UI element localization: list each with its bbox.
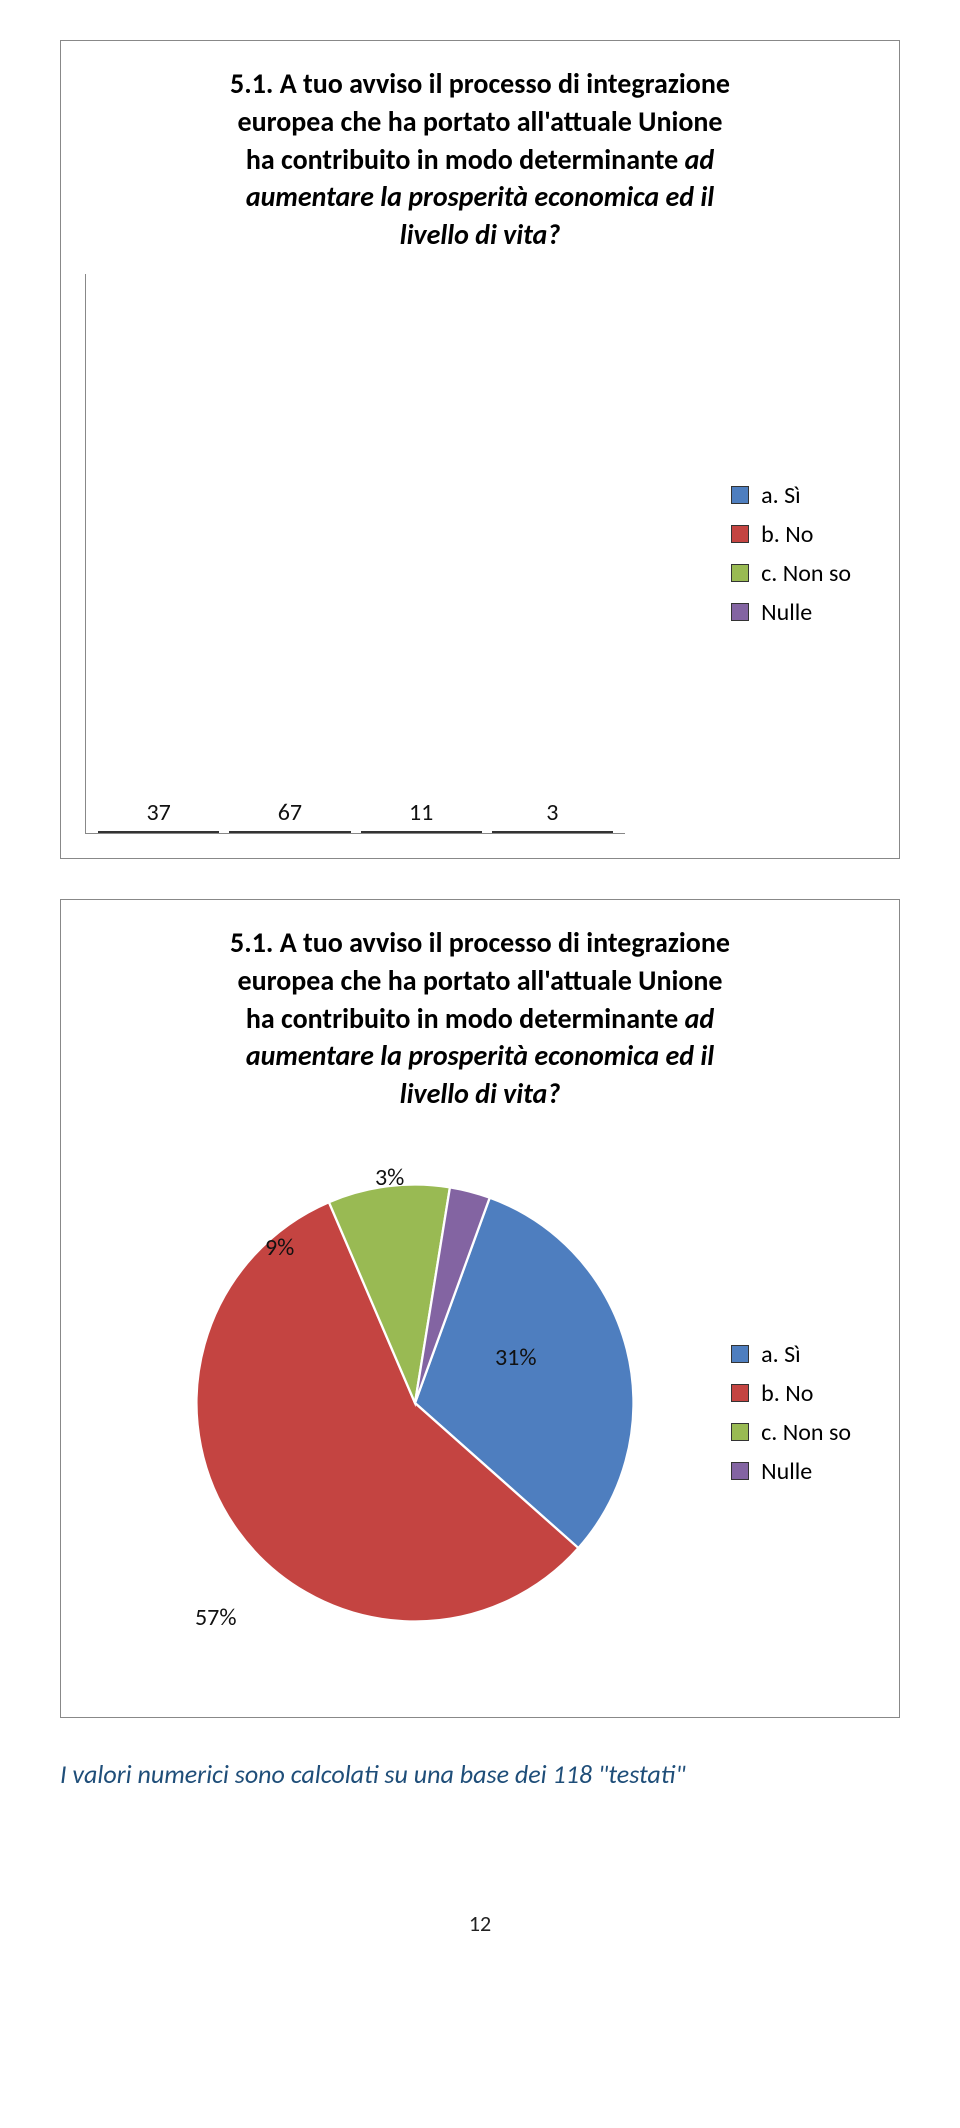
bar-wrap: 3 (492, 798, 613, 833)
legend-swatch (731, 1345, 749, 1363)
legend-item: a. Sì (731, 481, 851, 510)
bar-value-label: 37 (146, 798, 170, 827)
bar-wrap: 37 (98, 798, 219, 833)
footnote: I valori numerici sono calcolati su una … (60, 1758, 900, 1790)
legend-swatch (731, 564, 749, 582)
pie-chart-area: 31%57%9%3% a. Sìb. Noc. Non soNulle (85, 1133, 875, 1693)
pie-chart-legend: a. Sì b. No c. Non so Nulle (731, 1330, 851, 1496)
title-line-italic: aumentare la prosperità economica ed il (246, 179, 714, 214)
legend-item: a. Sì (731, 1340, 851, 1369)
legend-label: b. No (761, 520, 813, 549)
legend-label: Nulle (761, 598, 812, 627)
page-number: 12 (60, 1910, 900, 1937)
pie-chart-title: 5.1. A tuo avviso il processo di integra… (90, 924, 870, 1113)
bar (361, 831, 482, 833)
title-line-italic: ad (685, 1001, 715, 1036)
legend-item: Nulle (731, 1457, 851, 1486)
legend-item: b. No (731, 1379, 851, 1408)
title-line: europea che ha portato all'attuale Union… (237, 104, 722, 139)
bar-chart-panel: 5.1. A tuo avviso il processo di integra… (60, 40, 900, 859)
title-line-italic: aumentare la prosperità economica ed il (246, 1038, 714, 1073)
pie-chart-panel: 5.1. A tuo avviso il processo di integra… (60, 899, 900, 1718)
title-line: ha contribuito in modo determinante (246, 142, 678, 177)
legend-label: a. Sì (761, 481, 801, 510)
bar-value-label: 3 (546, 798, 558, 827)
bar-wrap: 11 (361, 798, 482, 833)
title-line: 5.1. A tuo avviso il processo di integra… (230, 925, 730, 960)
legend-swatch (731, 486, 749, 504)
legend-swatch (731, 525, 749, 543)
bar-wrap: 67 (229, 798, 350, 833)
legend-label: Nulle (761, 1457, 812, 1486)
bar (492, 831, 613, 833)
legend-label: b. No (761, 1379, 813, 1408)
bar (229, 831, 350, 833)
legend-item: c. Non so (731, 559, 851, 588)
legend-item: b. No (731, 520, 851, 549)
bar-chart-title: 5.1. A tuo avviso il processo di integra… (90, 65, 870, 254)
legend-swatch (731, 1423, 749, 1441)
legend-label: a. Sì (761, 1340, 801, 1369)
legend-item: c. Non so (731, 1418, 851, 1447)
legend-label: c. Non so (761, 559, 851, 588)
title-line: 5.1. A tuo avviso il processo di integra… (230, 66, 730, 101)
legend-swatch (731, 1384, 749, 1402)
title-line-italic: livello di vita? (400, 217, 561, 252)
pie-holder (185, 1173, 645, 1633)
bar-chart-area: 37 67 11 3 a. Sì b. No c. Non so Nulle (85, 274, 875, 834)
bar-value-label: 11 (409, 798, 433, 827)
bar (98, 831, 219, 833)
legend-swatch (731, 603, 749, 621)
legend-item: Nulle (731, 598, 851, 627)
legend-swatch (731, 1462, 749, 1480)
bar-chart-legend: a. Sì b. No c. Non so Nulle (731, 471, 851, 637)
title-line: ha contribuito in modo determinante (246, 1001, 678, 1036)
title-line-italic: ad (685, 142, 715, 177)
bar-value-label: 67 (278, 798, 302, 827)
legend-label: c. Non so (761, 1418, 851, 1447)
title-line: europea che ha portato all'attuale Union… (237, 963, 722, 998)
title-line-italic: livello di vita? (400, 1076, 561, 1111)
bar-plot: 37 67 11 3 (85, 274, 625, 834)
